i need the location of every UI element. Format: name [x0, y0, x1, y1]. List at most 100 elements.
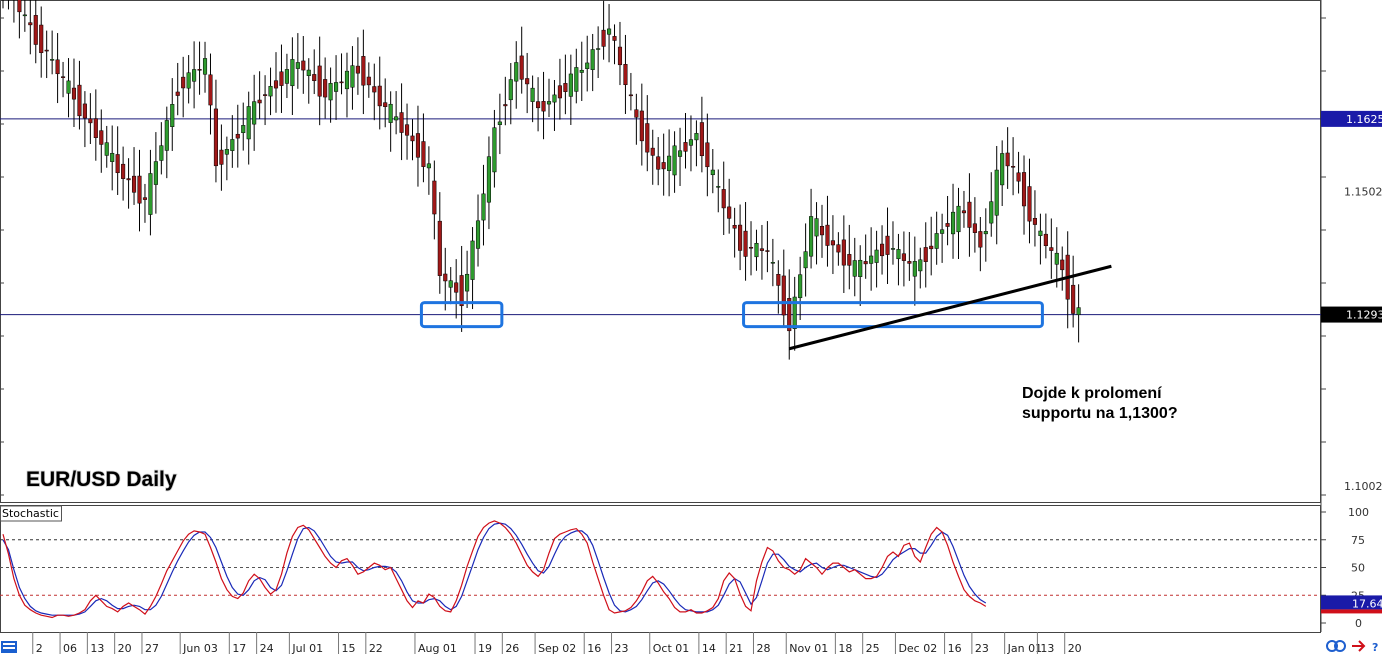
candle: [705, 113, 710, 197]
price-tick-label: 1.1002: [1344, 480, 1382, 493]
candle: [759, 224, 764, 280]
price-badge: [1321, 306, 1382, 323]
candle: [104, 125, 109, 168]
x-tick-label: 21: [729, 642, 743, 654]
candle: [623, 34, 628, 114]
x-tick-label: 25: [866, 642, 880, 654]
candle: [596, 26, 601, 79]
candle: [738, 204, 743, 271]
candle: [590, 33, 595, 92]
x-tick-label: Jan 01: [1007, 642, 1042, 654]
stochastic-panel: [0, 505, 1321, 633]
candle: [841, 215, 846, 294]
candle: [481, 164, 486, 246]
candle: [192, 41, 197, 109]
candle: [295, 33, 300, 89]
candle: [153, 132, 158, 214]
stochastic-tick-label: 50: [1351, 562, 1365, 575]
candle: [1032, 190, 1037, 247]
x-tick-label: 13: [1040, 642, 1054, 654]
candle: [874, 230, 879, 288]
candle: [470, 227, 475, 310]
candle: [61, 61, 66, 98]
candle: [880, 225, 885, 275]
horizontal-lines: [0, 118, 1321, 316]
candle: [852, 237, 857, 297]
candle: [1021, 155, 1027, 235]
candle: [972, 197, 977, 253]
candle: [945, 195, 950, 246]
stochastic-badge-label: 17.64: [1352, 597, 1382, 610]
candle: [170, 78, 175, 151]
stochastic-k-line: [2, 520, 987, 619]
refresh-icon[interactable]: [1326, 640, 1346, 652]
candle: [934, 211, 939, 265]
support-boxes: [419, 301, 1044, 329]
x-tick-label: Dec 02: [898, 642, 937, 654]
candle: [142, 183, 148, 223]
x-tick-label: 2: [36, 642, 43, 654]
candle: [967, 173, 972, 257]
candle: [803, 223, 808, 297]
left-ticks: [0, 17, 4, 496]
candle: [426, 146, 431, 195]
x-tick-label: 15: [342, 642, 356, 654]
candle: [612, 24, 617, 65]
candle: [208, 53, 213, 135]
candle: [656, 137, 661, 186]
candle: [918, 247, 923, 289]
candle: [82, 91, 87, 148]
x-tick-label: Jun 03: [182, 642, 218, 654]
candle: [279, 44, 284, 113]
candle: [230, 115, 235, 168]
stochastic-label-box: [0, 505, 62, 522]
candle: [896, 233, 901, 286]
candle: [131, 147, 137, 205]
stochastic-badge: [1321, 595, 1382, 610]
candle: [607, 4, 612, 63]
x-tick-label: Sep 02: [538, 642, 576, 654]
candle: [252, 74, 257, 151]
candle: [377, 56, 382, 130]
candle: [776, 260, 781, 314]
price-badge-label: 1.1625: [1346, 113, 1382, 126]
candle: [869, 227, 874, 291]
candle: [383, 78, 388, 128]
candle: [1071, 255, 1076, 328]
candle: [748, 221, 754, 276]
x-tick-label: 24: [260, 642, 274, 654]
candle: [514, 41, 519, 109]
candle: [907, 231, 912, 281]
candle: [727, 178, 732, 234]
candle: [361, 29, 366, 115]
candle: [1011, 137, 1016, 196]
candle: [366, 62, 371, 98]
candle: [88, 93, 93, 144]
arrows-icon[interactable]: [1352, 640, 1366, 652]
candle: [508, 63, 513, 125]
candle: [186, 55, 191, 104]
x-tick-label: 22: [369, 642, 383, 654]
candle: [197, 41, 202, 95]
candle: [497, 93, 502, 155]
candle: [443, 247, 448, 311]
candle: [432, 160, 437, 240]
candle: [639, 83, 644, 166]
candle: [350, 46, 355, 110]
x-tick-label: 27: [145, 642, 159, 654]
help-icon[interactable]: ?: [1372, 641, 1378, 654]
x-tick-label: 13: [90, 642, 104, 654]
candle: [284, 53, 289, 99]
candle: [475, 194, 481, 267]
candle: [93, 89, 98, 161]
stochastic-tick-label: 75: [1351, 534, 1365, 547]
candle: [732, 207, 737, 258]
candle: [929, 216, 934, 276]
candle: [863, 234, 868, 279]
x-tick-label: Aug 01: [418, 642, 457, 654]
candle: [563, 54, 568, 115]
candle: [814, 202, 819, 265]
x-tick-label: Oct 01: [653, 642, 690, 654]
candle: [306, 58, 311, 104]
menu-icon[interactable]: [1, 641, 17, 653]
